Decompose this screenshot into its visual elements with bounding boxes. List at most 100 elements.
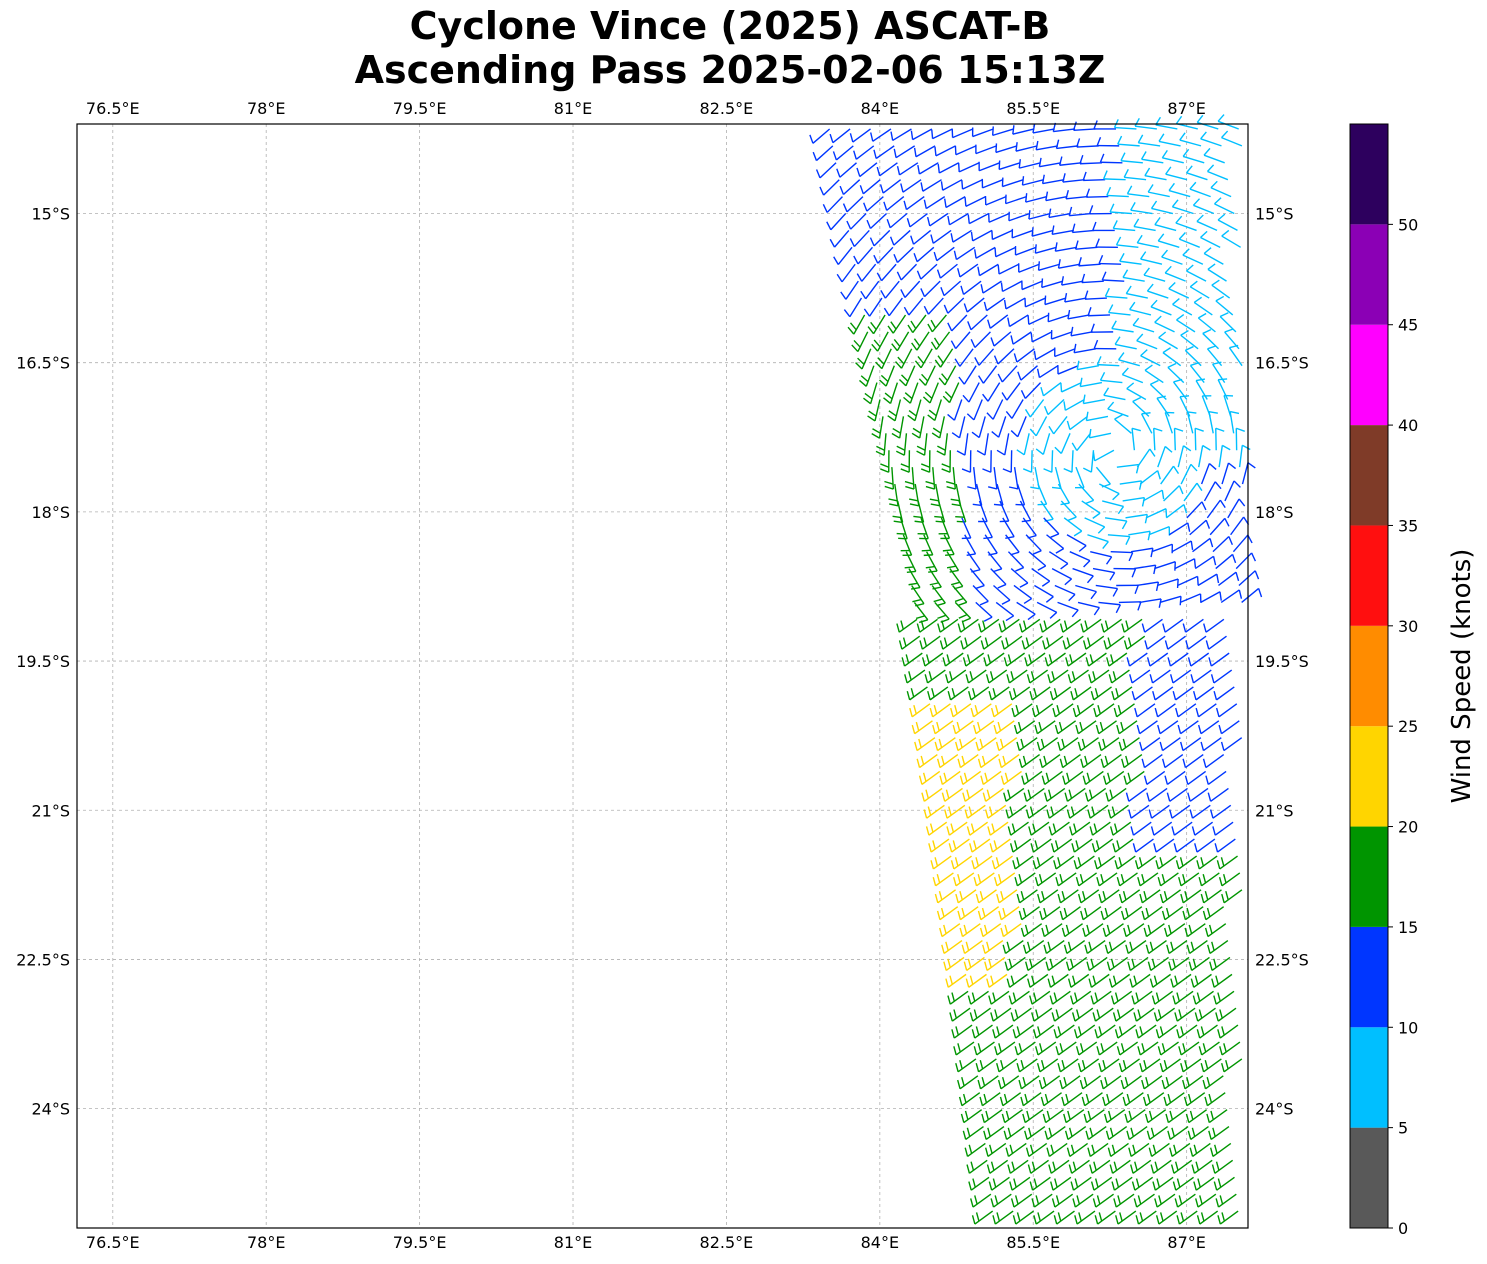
wind-barb [1096, 356, 1120, 367]
barb-flag [1038, 874, 1043, 884]
barb-staff [1164, 906, 1184, 921]
barb-flag [1147, 1093, 1151, 1103]
barb-flag [1002, 755, 1007, 765]
wind-barb [1028, 551, 1047, 571]
wind-barb [1215, 1007, 1237, 1022]
barb-flag [1213, 1181, 1218, 1191]
barb-flag [1107, 809, 1112, 819]
wind-barb [1034, 720, 1056, 735]
barb-flag [929, 582, 939, 586]
barb-flag [942, 395, 951, 404]
barb-flag [1105, 1130, 1110, 1140]
barb-flag [1131, 427, 1141, 432]
barb-staff [945, 956, 965, 971]
barb-flag [962, 394, 970, 403]
barb-flag [1029, 691, 1034, 701]
wind-barb [909, 703, 931, 718]
barb-staff [1107, 408, 1129, 418]
barb-flag [996, 1062, 1000, 1073]
wind-barb [987, 467, 998, 490]
wind-barb [1057, 889, 1079, 904]
barb-staff [1048, 956, 1067, 971]
barb-flag [1035, 704, 1040, 715]
barb-staff [1048, 314, 1070, 323]
barb-flag [1241, 444, 1251, 451]
barb-staff [1189, 787, 1209, 802]
barb-staff [938, 162, 960, 174]
barb-flag [929, 707, 934, 717]
barb-flag [1146, 657, 1151, 667]
wind-barb [1116, 463, 1140, 474]
barb-staff [959, 1075, 979, 1090]
wind-barb [976, 433, 989, 456]
wind-barb [1001, 382, 1021, 401]
barb-flag [903, 306, 910, 316]
wind-barb [1155, 1024, 1178, 1039]
barb-staff [978, 162, 1000, 172]
barb-flag [947, 958, 951, 968]
wind-barb [978, 618, 1000, 633]
wind-barb [934, 889, 956, 904]
barb-flag [1015, 704, 1020, 715]
barb-staff [1055, 855, 1075, 870]
barb-flag [937, 163, 940, 174]
barb-staff [1054, 703, 1074, 718]
barb-flag [1211, 1164, 1216, 1174]
wind-barb [1067, 973, 1090, 988]
barb-flag [966, 654, 971, 664]
barb-staff [1113, 686, 1133, 701]
barb-staff [826, 196, 843, 213]
barb-flag [1219, 1195, 1224, 1205]
barb-staff [888, 297, 903, 317]
barb-staff [957, 889, 977, 904]
barb-flag [999, 1096, 1004, 1106]
barb-staff [1082, 754, 1102, 769]
barb-flag [1029, 1181, 1034, 1191]
barb-staff [1200, 720, 1220, 735]
barb-staff [1046, 534, 1065, 550]
barb-flag [1053, 992, 1058, 1002]
barb-flag [1200, 1062, 1205, 1073]
barb-flag [930, 860, 935, 870]
wind-barb [936, 433, 949, 456]
barb-staff [1102, 1075, 1122, 1090]
wind-barb [1104, 287, 1128, 299]
barb-flag [986, 941, 990, 951]
wind-barb [942, 652, 964, 667]
wind-barb [896, 618, 918, 633]
barb-flag [1055, 1009, 1060, 1019]
barb-staff [970, 686, 990, 701]
barb-staff [1187, 923, 1206, 938]
barb-staff [1085, 770, 1104, 785]
barb-flag [1207, 944, 1211, 954]
barb-flag [892, 515, 902, 519]
barb-flag [949, 671, 953, 681]
barb-staff [1162, 157, 1184, 164]
barb-flag [925, 485, 935, 490]
barb-flag [977, 758, 982, 768]
wind-barb [880, 450, 890, 473]
barb-staff [1203, 1058, 1222, 1073]
wind-barb [1075, 584, 1097, 600]
barb-flag [1003, 1130, 1008, 1140]
barb-flag [955, 893, 959, 903]
wind-barb [1039, 906, 1061, 921]
barb-flag [1173, 1144, 1177, 1154]
wind-barb [1195, 1193, 1217, 1208]
barb-flag [1178, 1009, 1182, 1019]
wind-barb [951, 128, 974, 139]
barb-staff [1191, 956, 1210, 971]
barb-staff [1132, 1159, 1152, 1174]
barb-staff [1175, 1176, 1194, 1191]
axis-ticks: 76.5°E76.5°E78°E78°E79.5°E79.5°E81°E81°E… [16, 99, 1309, 1252]
barb-staff [947, 297, 965, 314]
barb-flag [1105, 556, 1113, 565]
wind-barb [1083, 450, 1095, 473]
barb-staff [1207, 923, 1227, 938]
wind-barb [1043, 450, 1054, 473]
barb-staff [973, 855, 993, 870]
wind-barb [993, 348, 1015, 365]
barb-flag [957, 1079, 961, 1089]
barb-staff [941, 923, 961, 938]
wind-barb [853, 246, 873, 265]
